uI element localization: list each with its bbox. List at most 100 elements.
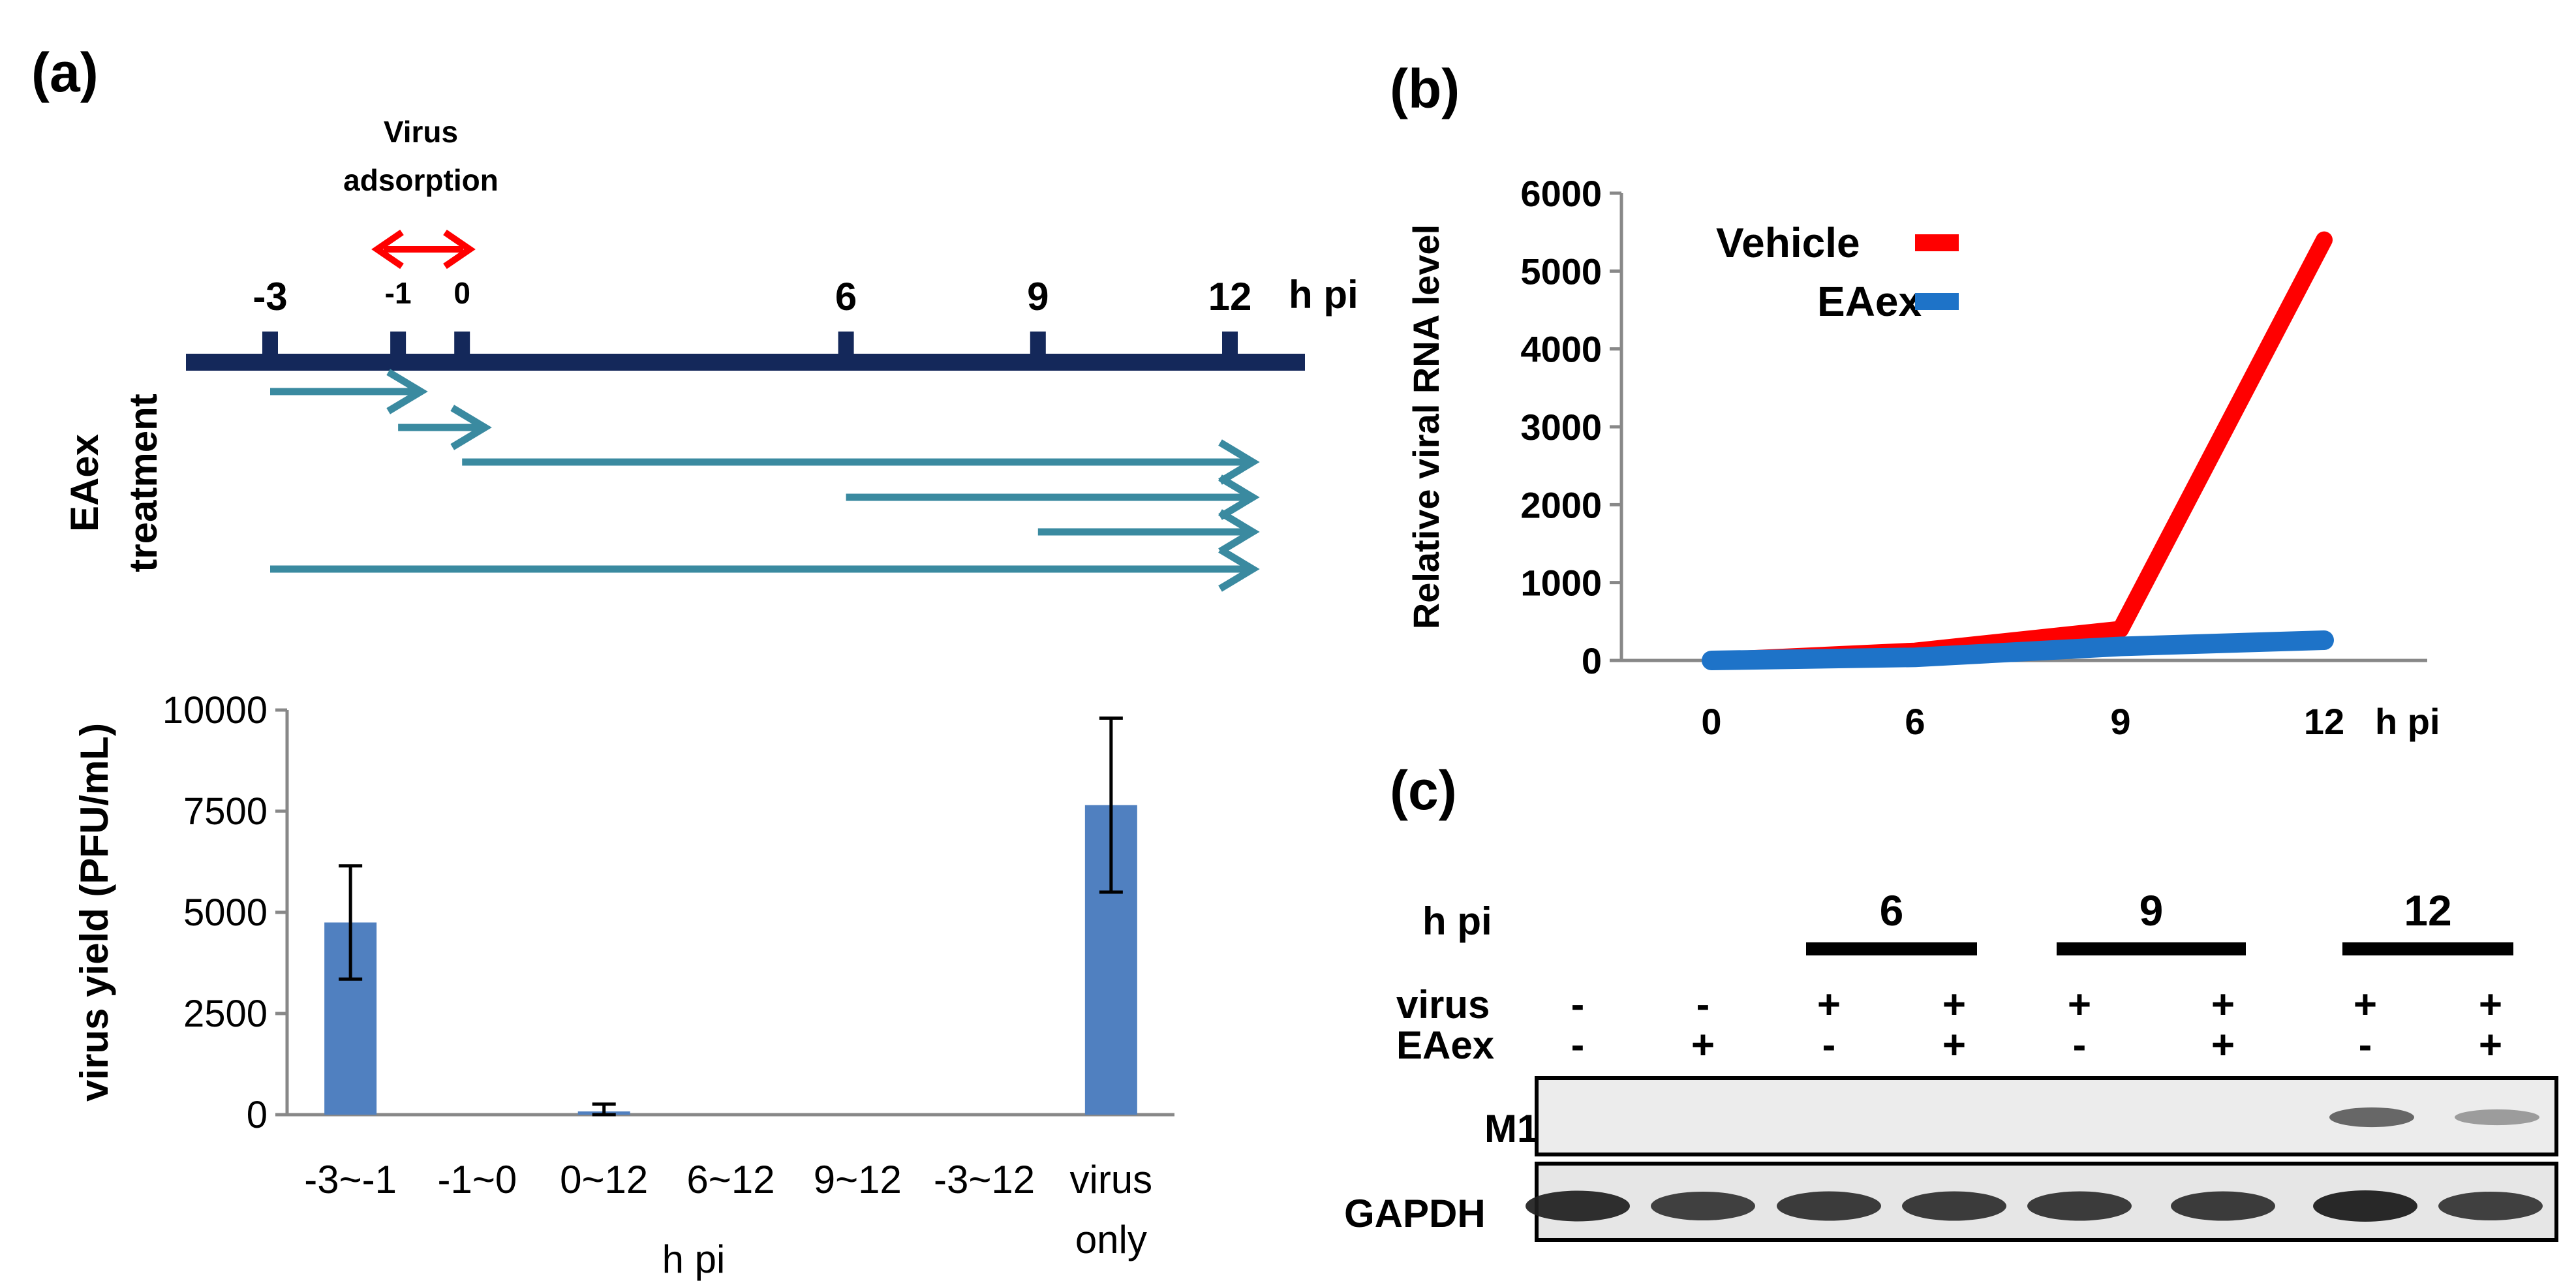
eaex-side-label: EAex: [63, 434, 106, 532]
timeline-tick-label: 0: [453, 276, 470, 310]
line-x-unit: h pi: [2375, 701, 2440, 742]
legend-label: EAex: [1817, 278, 1922, 325]
bar-x-tick-label: only: [1075, 1218, 1147, 1262]
bar-y-axis-title: virus yield (PFU/mL): [72, 723, 116, 1102]
panel-a: (a) Virus adsorption -3 -1 0 6 9 12 h pi EAex…: [31, 42, 1358, 1281]
virus-sign: +: [2479, 982, 2502, 1027]
line-y-tick-label: 5000: [1520, 251, 1602, 292]
gapdh-band: [2027, 1191, 2132, 1221]
data-point: [1914, 656, 1916, 659]
gapdh-band: [2438, 1192, 2543, 1220]
treatment-arrows: [270, 369, 1260, 592]
line-y-tick-label: 1000: [1520, 563, 1602, 604]
bar-y-tick-label: 10000: [162, 689, 268, 732]
data-point: [2323, 238, 2325, 241]
time-group-bar: [2342, 942, 2513, 955]
treatment-arrow-head: [386, 369, 428, 414]
eaex-row-label: EAex: [1396, 1023, 1494, 1067]
treatment-arrow-head: [1218, 509, 1260, 555]
gapdh-band: [2171, 1191, 2275, 1221]
bar-y-tick-label: 7500: [183, 790, 268, 833]
bar-x-tick-label: -3~12: [934, 1158, 1035, 1201]
bar-y-tick-label: 2500: [183, 993, 268, 1035]
gapdh-band: [1651, 1192, 1755, 1220]
timeline-tick-label: -3: [253, 275, 287, 318]
series-line-eaex: [1702, 630, 2334, 670]
gapdh-band: [1777, 1191, 1881, 1221]
virus-sign: +: [1942, 982, 1966, 1027]
treatment-arrow-head: [1218, 439, 1260, 485]
bar-x-axis-title: h pi: [662, 1237, 726, 1281]
bar-x-tick-label: 0~12: [560, 1158, 648, 1201]
series-line-vehicle: [1703, 231, 2333, 669]
eaex-sign: +: [1942, 1023, 1966, 1068]
treatment-arrow-head: [450, 405, 492, 450]
time-group-label: 6: [1880, 886, 1904, 935]
timeline-tick: [1030, 332, 1046, 358]
time-group-bar: [1806, 942, 1977, 955]
adsorption-label-line2: adsorption: [343, 163, 498, 197]
legend-label: Vehicle: [1716, 219, 1860, 266]
eaex-sign: -: [1571, 1023, 1585, 1068]
timeline-tick: [838, 332, 854, 358]
m1-band: [2455, 1109, 2539, 1126]
virus-sign: +: [2354, 982, 2377, 1027]
adsorption-arrow: [371, 229, 476, 270]
timeline-unit: h pi: [1289, 273, 1358, 317]
bar-y-tick-label: 0: [247, 1094, 268, 1136]
data-point: [2323, 638, 2325, 642]
timeline-tick-label: 6: [835, 275, 857, 318]
timeline-tick: [390, 332, 406, 358]
virus-sign: +: [2068, 982, 2091, 1027]
line-x-tick-label: 12: [2304, 701, 2344, 742]
line-x-tick-label: 0: [1701, 701, 1721, 742]
virus-sign: -: [1696, 982, 1710, 1027]
bar-x-tick-label: -3~-1: [304, 1158, 397, 1201]
line-y-tick-label: 0: [1582, 640, 1602, 681]
gapdh-band: [1526, 1190, 1630, 1222]
time-group-bar: [2057, 942, 2246, 955]
line-y-axis-title: Relative viral RNA level: [1405, 224, 1447, 629]
adsorption-arrow-head-left: [371, 229, 404, 270]
line-y-tick-label: 2000: [1520, 484, 1602, 525]
bar-x-tick-label: 9~12: [814, 1158, 902, 1201]
m1-band: [2329, 1107, 2414, 1128]
time-group-label: 9: [2139, 886, 2164, 935]
eaex-sign: -: [1822, 1023, 1836, 1068]
bar-chart: 0 2500 5000 7500 10000 -3~-1 -1~0 0~12 6~12 9~12-…: [72, 689, 1174, 1281]
bar-x-tick-label: virus: [1070, 1158, 1153, 1201]
panel-b: (b) 0 1000 2000 3000 4000 5000 6000 0 6 9 12 h pi Re…: [1390, 58, 2440, 742]
eaex-sign: +: [2211, 1023, 2235, 1068]
timeline-tick-label: 9: [1027, 275, 1049, 318]
line-y-tick-label: 3000: [1520, 407, 1602, 448]
treatment-arrow-head: [1218, 474, 1260, 520]
line-y-tick-label: 6000: [1520, 173, 1602, 214]
data-point: [2119, 628, 2122, 631]
line-chart: 0 1000 2000 3000 4000 5000 6000 0 6 9 12 h pi Relati…: [1405, 173, 2440, 742]
virus-sign: -: [1571, 982, 1585, 1027]
eaex-sign: +: [1691, 1023, 1715, 1068]
panel-c: (c) h pi virus EAex M1 GAPDH 6 9 12---++-+…: [1344, 760, 2558, 1242]
western-blot: 6 9 12---++-+++-+++-++: [1526, 886, 2558, 1242]
treatment-arrow-head: [1218, 546, 1260, 592]
gapdh-label: GAPDH: [1344, 1192, 1486, 1235]
gapdh-band: [1902, 1191, 2006, 1221]
timeline-tick-label: -1: [385, 276, 412, 310]
adsorption-arrow-head-right: [443, 229, 476, 270]
timeline: -3 -1 0 6 9 12: [186, 275, 1305, 371]
data-point: [2119, 645, 2122, 648]
eaex-sign: -: [2359, 1023, 2372, 1068]
bar-x-tick-label: 6~12: [686, 1158, 774, 1201]
panel-a-label: (a): [31, 42, 99, 103]
hpi-label: h pi: [1422, 899, 1492, 943]
line-x-tick-label: 9: [2110, 701, 2130, 742]
m1-label: M1: [1484, 1107, 1539, 1151]
gapdh-band: [2313, 1190, 2417, 1222]
m1-blot-box: [1535, 1076, 2558, 1156]
timeline-tick: [262, 332, 278, 358]
line-y-tick-label: 4000: [1520, 329, 1602, 370]
panel-b-label: (b): [1390, 58, 1460, 119]
eaex-sign: +: [2479, 1023, 2502, 1068]
bar-x-tick-label: -1~0: [438, 1158, 517, 1201]
panel-c-label: (c): [1390, 760, 1457, 821]
